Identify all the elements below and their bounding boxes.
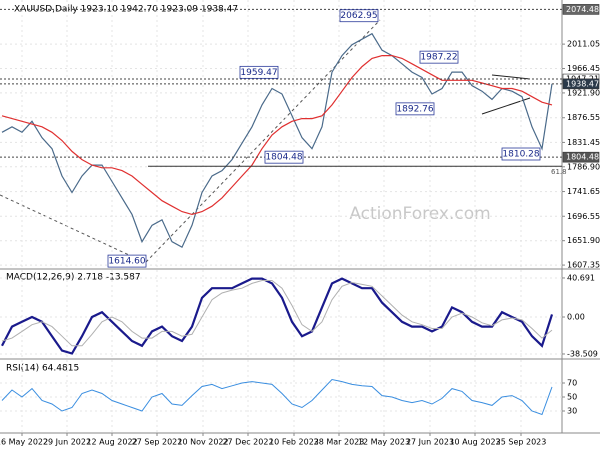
y-tick-label: 1741.65 xyxy=(567,187,600,196)
y-tick-label: 70 xyxy=(567,379,577,388)
fib-label: 61.8 xyxy=(551,168,567,176)
y-tick-label: -38.509 xyxy=(567,349,598,358)
annotation-box xyxy=(419,50,459,64)
channel-line xyxy=(491,74,531,80)
x-tick-label: 28 Mar 2023 xyxy=(314,438,365,447)
annotation-box xyxy=(264,150,304,164)
annotation-label: 1804.48 xyxy=(265,153,302,163)
price-marker-box xyxy=(562,4,600,15)
x-tick-label: 27 Jun 2023 xyxy=(406,438,454,447)
x-tick-label: 29 Jun 2022 xyxy=(43,438,91,447)
price-marker-box xyxy=(562,78,600,90)
annotation-label: 1892.76 xyxy=(396,104,433,114)
price-marker-box xyxy=(562,151,600,163)
macd-title: MACD(12,26,9) 2.718 -13.587 xyxy=(6,273,141,283)
series-line xyxy=(1,277,554,355)
x-tick-label: 12 Aug 2022 xyxy=(86,438,137,447)
annotation-label: 1810.28 xyxy=(502,150,539,160)
annotation-label: 1614.60 xyxy=(108,257,145,267)
watermark: ActionForex.com xyxy=(349,204,490,224)
series-line xyxy=(1,280,553,347)
y-tick-label: 1607.35 xyxy=(567,261,600,270)
annotation-box xyxy=(107,254,147,268)
y-tick-label: 40.691 xyxy=(567,273,595,282)
x-tick-label: 10 Nov 2022 xyxy=(177,438,228,447)
rsi-title: RSI(14) 64.4815 xyxy=(6,364,79,374)
x-tick-label: 27 Sep 2022 xyxy=(132,438,183,447)
y-tick-label: 30 xyxy=(567,407,577,416)
x-tick-label: 16 May 2022 xyxy=(0,438,48,447)
price-marker-label: 1804.48 xyxy=(566,153,599,162)
y-tick-label: 2011.05 xyxy=(567,40,600,49)
y-tick-label: 1651.90 xyxy=(567,236,600,245)
chart-title: XAUUSD,Daily 1923.10 1942.70 1923.09 193… xyxy=(14,5,238,15)
y-tick-label: 1786.90 xyxy=(567,162,600,171)
annotation-label: 1987.22 xyxy=(420,53,457,63)
price-marker-label: 1938.47 xyxy=(566,79,599,88)
series-line xyxy=(1,54,553,216)
x-tick-label: 10 Aug 2023 xyxy=(449,438,500,447)
annotation-label: 2062.95 xyxy=(340,11,377,21)
series-line xyxy=(1,378,553,416)
y-tick-label: 1696.55 xyxy=(567,212,600,221)
trend-line xyxy=(145,19,381,263)
annotation-box xyxy=(501,147,541,161)
trend-line xyxy=(0,194,145,263)
y-tick-label: 0.00 xyxy=(567,313,585,322)
x-tick-label: 10 Feb 2023 xyxy=(269,438,319,447)
annotation-box xyxy=(239,65,279,79)
y-tick-label: 1831.45 xyxy=(567,138,600,147)
annotation-label: 1959.47 xyxy=(240,68,277,78)
x-tick-label: 27 Dec 2022 xyxy=(222,438,273,447)
channel-line xyxy=(481,97,531,115)
y-tick-label: 1921.90 xyxy=(567,88,600,97)
annotation-box xyxy=(395,102,435,116)
price-marker-label: 2074.48 xyxy=(566,5,599,14)
x-tick-label: 25 Sep 2023 xyxy=(496,438,547,447)
x-tick-label: 12 May 2023 xyxy=(358,438,410,447)
y-tick-label: 1966.45 xyxy=(567,64,600,73)
y-tick-label: 1876.55 xyxy=(567,113,600,122)
y-tick-label: 50 xyxy=(567,393,577,402)
annotation-box xyxy=(339,9,379,23)
